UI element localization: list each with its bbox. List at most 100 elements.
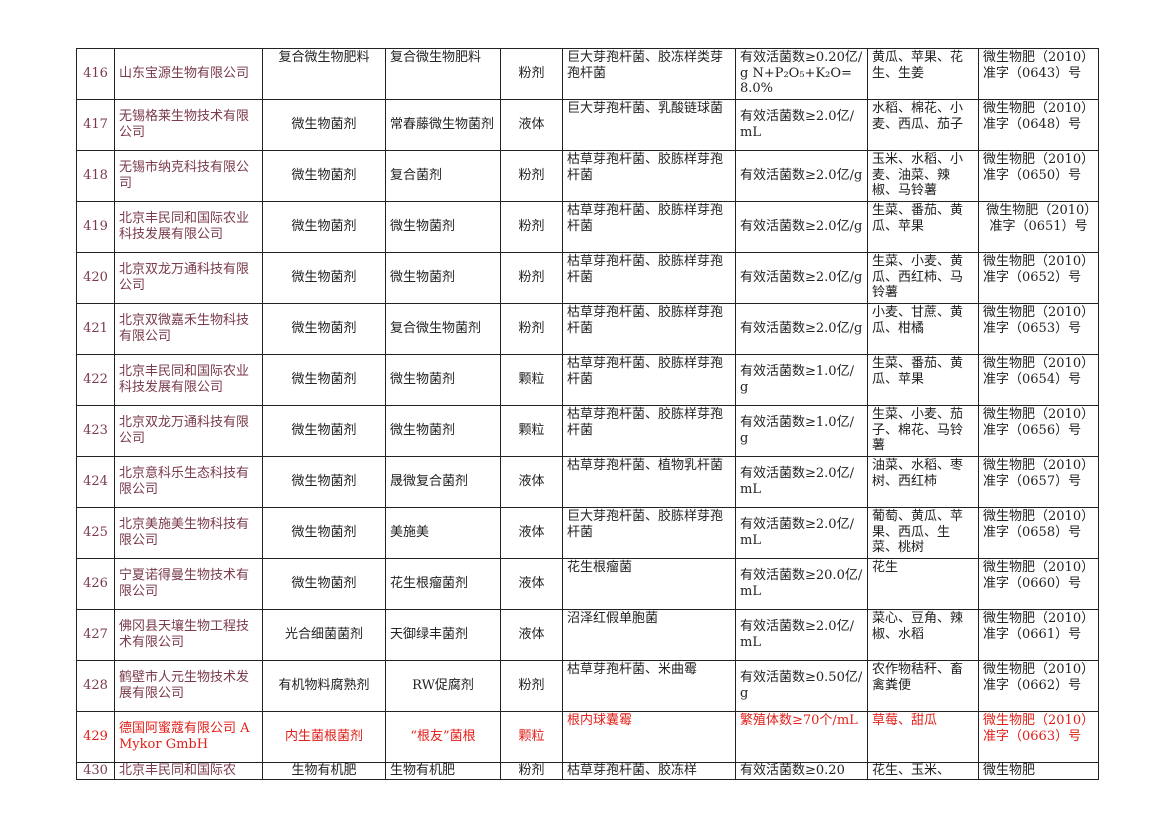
company-name-cell: 山东宝源生物有限公司 xyxy=(114,48,263,100)
table-row: 427 佛冈县天壤生物工程技术有限公司 光合细菌菌剂 天御绿丰菌剂 液体 沼泽红假单胞菌有… xyxy=(76,609,1099,661)
product-name-cell: 微生物菌剂 xyxy=(385,354,501,406)
table-row: 421 北京双微嘉禾生物科技有限公司 微生物菌剂 复合微生物菌剂 粉剂 枯草芽孢杆菌、胶胨… xyxy=(76,303,1099,355)
strains-cell: 巨大芽孢杆菌、胶胨样芽孢杆菌 xyxy=(562,507,736,559)
strains-cell: 枯草芽孢杆菌、胶胨样芽孢杆菌 xyxy=(562,303,736,355)
company-name-cell: 北京丰民同和国际农业科技发展有限公司 xyxy=(114,201,263,253)
registration-number-cell: 微生物肥（2010）准字（0648）号 xyxy=(978,99,1099,151)
product-name-cell: 天御绿丰菌剂 xyxy=(385,609,501,661)
product-name-cell: 复合微生物菌剂 xyxy=(385,303,501,355)
technical-index-cell: 有效活菌数≥20.0亿/mL xyxy=(735,558,868,610)
technical-index-cell: 有效活菌数≥2.0亿/g xyxy=(735,201,868,253)
product-name-cell: “根友”菌根 xyxy=(385,711,501,763)
technical-index-cell: 有效活菌数≥2.0亿/g xyxy=(735,303,868,355)
product-form-cell: 液体 xyxy=(500,507,563,559)
table-row: 420 北京双龙万通科技有限公司 微生物菌剂 微生物菌剂 粉剂 枯草芽孢杆菌、胶胨样芽孢杆… xyxy=(76,252,1099,304)
table-row: 423 北京双龙万通科技有限公司 微生物菌剂 微生物菌剂 颗粒 枯草芽孢杆菌、胶胨样芽孢杆… xyxy=(76,405,1099,457)
fertilizer-registration-table: 416 山东宝源生物有限公司 复合微生物肥料 复合微生物肥料 粉剂 巨大芽孢杆菌、胶冻样类… xyxy=(76,48,1099,780)
company-name-cell: 北京丰民同和国际农 xyxy=(114,762,263,780)
company-name-cell: 无锡市纳克科技有限公司 xyxy=(114,150,263,202)
row-number-cell: 416 xyxy=(76,48,115,100)
product-name-cell: 花生根瘤菌剂 xyxy=(385,558,501,610)
strains-cell: 巨大芽孢杆菌、乳酸链球菌 xyxy=(562,99,736,151)
table-row: 430 北京丰民同和国际农 生物有机肥 生物有机肥 粉剂 枯草芽孢杆菌、胶冻样 有效活菌数≥… xyxy=(76,762,1099,780)
table-row: 418 无锡市纳克科技有限公司 微生物菌剂 复合菌剂 粉剂 枯草芽孢杆菌、胶胨样芽孢杆菌有… xyxy=(76,150,1099,202)
table-row: 419 北京丰民同和国际农业科技发展有限公司 微生物菌剂 微生物菌剂 粉剂 枯草芽孢杆菌、… xyxy=(76,201,1099,253)
product-name-cell: 复合菌剂 xyxy=(385,150,501,202)
company-name-cell: 宁夏诺得曼生物技术有限公司 xyxy=(114,558,263,610)
product-category-cell: 微生物菌剂 xyxy=(262,252,386,304)
company-name-cell: 鹤壁市人元生物技术发展有限公司 xyxy=(114,660,263,712)
row-number-cell: 420 xyxy=(76,252,115,304)
registration-number-cell: 微生物肥 xyxy=(978,762,1099,780)
applicable-crops-cell: 玉米、水稻、小麦、油菜、辣椒、马铃薯 xyxy=(867,150,979,202)
strains-cell: 枯草芽孢杆菌、胶冻样 xyxy=(562,762,736,780)
company-name-cell: 北京丰民同和国际农业科技发展有限公司 xyxy=(114,354,263,406)
product-category-cell: 微生物菌剂 xyxy=(262,354,386,406)
registration-number-cell: 微生物肥（2010）准字（0653）号 xyxy=(978,303,1099,355)
registration-number-cell: 微生物肥（2010）准字（0656）号 xyxy=(978,405,1099,457)
product-category-cell: 生物有机肥 xyxy=(262,762,386,780)
product-form-cell: 颗粒 xyxy=(500,354,563,406)
strains-cell: 枯草芽孢杆菌、胶胨样芽孢杆菌 xyxy=(562,354,736,406)
registration-number-cell: 微生物肥（2010）准字（0660）号 xyxy=(978,558,1099,610)
product-category-cell: 有机物料腐熟剂 xyxy=(262,660,386,712)
technical-index-cell: 有效活菌数≥2.0亿/mL xyxy=(735,609,868,661)
product-name-cell: RW促腐剂 xyxy=(385,660,501,712)
product-name-cell: 美施美 xyxy=(385,507,501,559)
applicable-crops-cell: 黄瓜、苹果、花生、生姜 xyxy=(867,48,979,100)
product-form-cell: 粉剂 xyxy=(500,201,563,253)
table-row: 422 北京丰民同和国际农业科技发展有限公司 微生物菌剂 微生物菌剂 颗粒 枯草芽孢杆菌、… xyxy=(76,354,1099,406)
product-category-cell: 微生物菌剂 xyxy=(262,507,386,559)
product-category-cell: 微生物菌剂 xyxy=(262,456,386,508)
row-number-cell: 418 xyxy=(76,150,115,202)
company-name-cell: 北京意科乐生态科技有限公司 xyxy=(114,456,263,508)
registration-number-cell: 微生物肥（2010）准字（0663）号 xyxy=(978,711,1099,763)
applicable-crops-cell: 花生、玉米、 xyxy=(867,762,979,780)
strains-cell: 花生根瘤菌 xyxy=(562,558,736,610)
product-name-cell: 微生物菌剂 xyxy=(385,252,501,304)
product-form-cell: 液体 xyxy=(500,456,563,508)
product-form-cell: 颗粒 xyxy=(500,405,563,457)
registration-number-cell: 微生物肥（2010）准字（0650）号 xyxy=(978,150,1099,202)
strains-cell: 枯草芽孢杆菌、植物乳杆菌 xyxy=(562,456,736,508)
row-number-cell: 421 xyxy=(76,303,115,355)
strains-cell: 沼泽红假单胞菌 xyxy=(562,609,736,661)
row-number-cell: 423 xyxy=(76,405,115,457)
strains-cell: 枯草芽孢杆菌、胶胨样芽孢杆菌 xyxy=(562,150,736,202)
technical-index-cell: 有效活菌数≥1.0亿/ g xyxy=(735,354,868,406)
technical-index-cell: 有效活菌数≥0.20亿/g N+P₂O₅+K₂O=8.0% xyxy=(735,48,868,100)
row-number-cell: 430 xyxy=(76,762,115,780)
company-name-cell: 北京双龙万通科技有限公司 xyxy=(114,405,263,457)
product-category-cell: 微生物菌剂 xyxy=(262,99,386,151)
product-name-cell: 微生物菌剂 xyxy=(385,201,501,253)
technical-index-cell: 繁殖体数≥70个/mL xyxy=(735,711,868,763)
company-name-cell: 德国阿蜜蔻有限公司 AMykor GmbH xyxy=(114,711,263,763)
company-name-cell: 北京美施美生物科技有限公司 xyxy=(114,507,263,559)
product-category-cell: 微生物菌剂 xyxy=(262,558,386,610)
product-category-cell: 复合微生物肥料 xyxy=(262,48,386,100)
strains-cell: 枯草芽孢杆菌、米曲霉 xyxy=(562,660,736,712)
product-category-cell: 微生物菌剂 xyxy=(262,201,386,253)
strains-cell: 枯草芽孢杆菌、胶胨样芽孢杆菌 xyxy=(562,252,736,304)
applicable-crops-cell: 生菜、小麦、黄瓜、西红柿、马铃薯 xyxy=(867,252,979,304)
row-number-cell: 429 xyxy=(76,711,115,763)
company-name-cell: 北京双微嘉禾生物科技有限公司 xyxy=(114,303,263,355)
row-number-cell: 424 xyxy=(76,456,115,508)
product-form-cell: 液体 xyxy=(500,609,563,661)
table-row: 417 无锡格莱生物技术有限公司 微生物菌剂 常春藤微生物菌剂 液体 巨大芽孢杆菌、乳酸链… xyxy=(76,99,1099,151)
table-row: 416 山东宝源生物有限公司 复合微生物肥料 复合微生物肥料 粉剂 巨大芽孢杆菌、胶冻样类… xyxy=(76,48,1099,100)
row-number-cell: 428 xyxy=(76,660,115,712)
product-name-cell: 晟微复合菌剂 xyxy=(385,456,501,508)
applicable-crops-cell: 水稻、棉花、小麦、西瓜、茄子 xyxy=(867,99,979,151)
technical-index-cell: 有效活菌数≥1.0亿/ g xyxy=(735,405,868,457)
company-name-cell: 北京双龙万通科技有限公司 xyxy=(114,252,263,304)
table-row: 426 宁夏诺得曼生物技术有限公司 微生物菌剂 花生根瘤菌剂 液体 花生根瘤菌 有效活菌数≥… xyxy=(76,558,1099,610)
product-form-cell: 粉剂 xyxy=(500,150,563,202)
registration-number-cell: 微生物肥（2010）准字（0654）号 xyxy=(978,354,1099,406)
product-name-cell: 复合微生物肥料 xyxy=(385,48,501,100)
product-form-cell: 粉剂 xyxy=(500,303,563,355)
applicable-crops-cell: 生菜、番茄、黄瓜、苹果 xyxy=(867,354,979,406)
product-category-cell: 微生物菌剂 xyxy=(262,303,386,355)
applicable-crops-cell: 花生 xyxy=(867,558,979,610)
product-category-cell: 内生菌根菌剂 xyxy=(262,711,386,763)
